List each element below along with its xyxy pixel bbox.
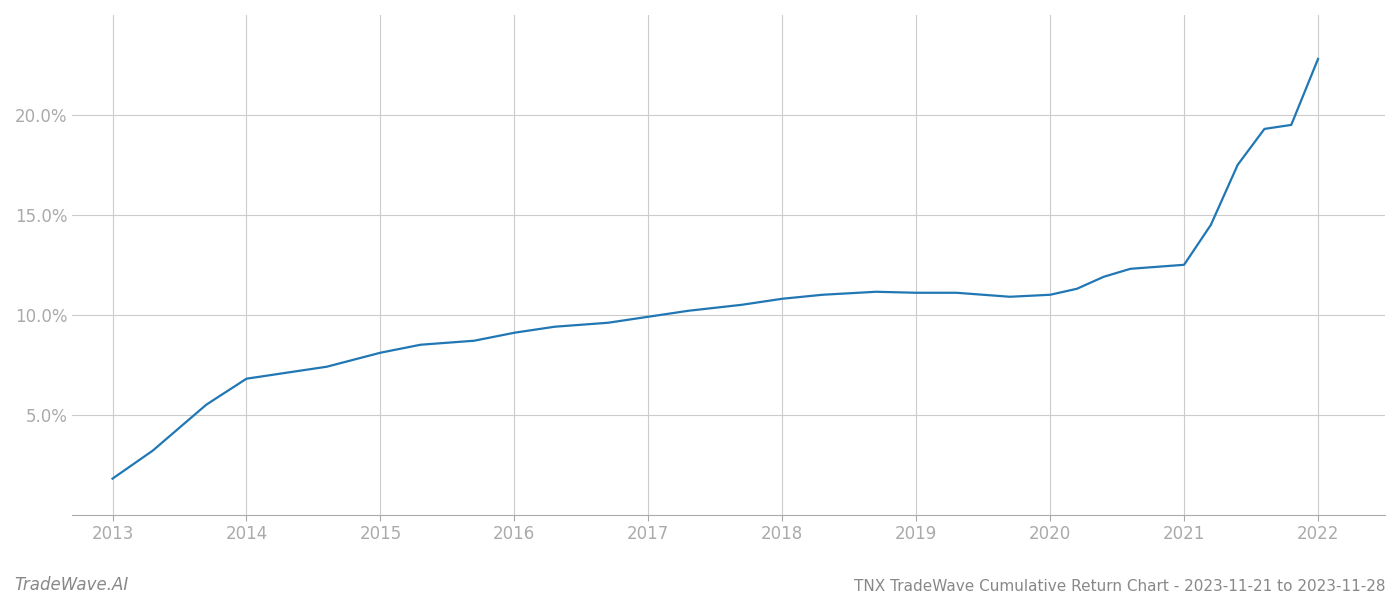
Text: TNX TradeWave Cumulative Return Chart - 2023-11-21 to 2023-11-28: TNX TradeWave Cumulative Return Chart - …	[854, 579, 1386, 594]
Text: TradeWave.AI: TradeWave.AI	[14, 576, 129, 594]
